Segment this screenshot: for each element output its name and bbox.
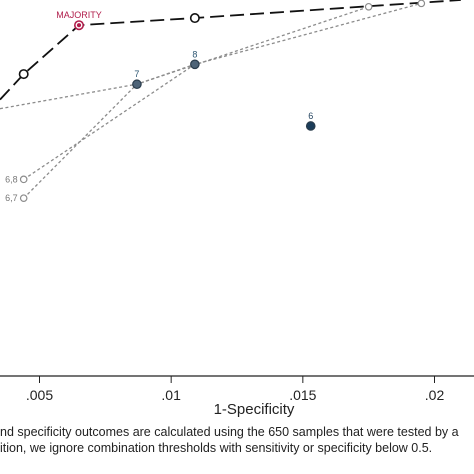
data-markers: MAJORITY 7 8 6 6,8 6,7 [5, 0, 426, 203]
x-axis-title: 1-Specificity [214, 401, 295, 418]
marker-label-8: 6,8 [5, 174, 18, 184]
marker-3 [364, 2, 373, 11]
x-tick-label-1: .01 [161, 387, 181, 403]
series-lines [0, 0, 461, 199]
marker-core-1 [76, 23, 82, 28]
marker-6 [190, 59, 200, 70]
marker-label-5: 7 [134, 69, 139, 79]
note-line-1: nd specificity outcomes are calculated u… [0, 425, 459, 439]
series-line-3 [0, 63, 196, 110]
x-tick-label-0: .005 [26, 387, 53, 403]
marker-label-1: MAJORITY [56, 10, 102, 20]
marker-7 [305, 121, 316, 131]
series-line-2 [23, 6, 369, 199]
marker-2 [189, 13, 200, 24]
x-tick-label-3: .02 [425, 387, 445, 403]
series-line-1 [23, 2, 422, 180]
marker-0 [18, 69, 29, 80]
marker-label-9: 6,7 [5, 193, 18, 203]
marker-8 [19, 175, 28, 184]
marker-4 [417, 0, 426, 8]
note-line-2: ition, we ignore combination thresholds … [0, 441, 433, 455]
x-tick-label-2: .015 [289, 387, 316, 403]
marker-5 [132, 79, 142, 90]
marker-9 [19, 194, 28, 202]
marker-label-6: 8 [192, 49, 197, 59]
marker-label-7: 6 [308, 111, 313, 121]
x-axis: .005 .01 .015 .02 [0, 375, 474, 403]
